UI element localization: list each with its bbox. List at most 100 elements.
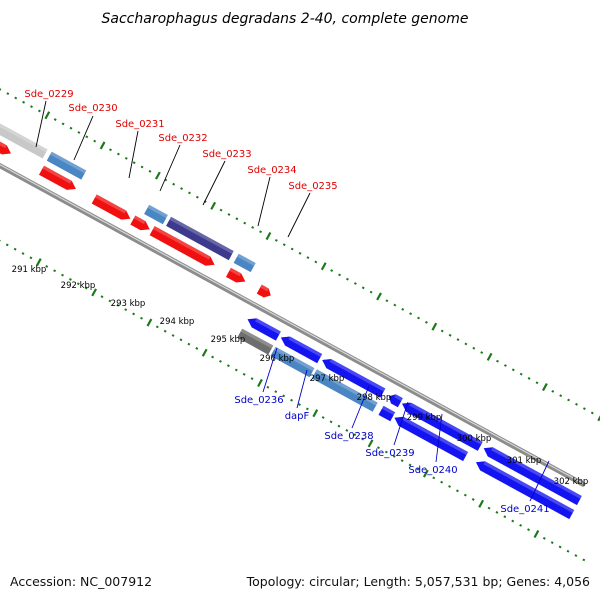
tick-major <box>99 141 106 150</box>
tick-minor <box>274 238 278 242</box>
tick-minor <box>172 182 176 186</box>
tick-major <box>257 378 263 388</box>
tick-major <box>542 383 548 392</box>
ruler-label: 296 kbp <box>260 354 295 364</box>
gene-label-top: Sde_0231 <box>115 119 164 130</box>
ruler-label: 298 kbp <box>357 393 392 403</box>
cds-sde0231-shade <box>94 194 127 214</box>
cds-sde0233 <box>148 225 216 267</box>
tick-major <box>312 409 319 418</box>
tick-minor <box>448 485 451 488</box>
tick-minor <box>424 320 428 324</box>
tick-minor <box>124 156 128 160</box>
tick-minor <box>361 286 365 290</box>
tick-minor <box>314 260 318 264</box>
label-leader <box>393 401 409 446</box>
tick-minor <box>495 511 499 514</box>
cds-sde0230 <box>38 164 77 191</box>
cds-dapf-shade <box>288 336 323 358</box>
tick-minor <box>590 411 594 415</box>
tick-minor <box>30 105 33 109</box>
tick-minor <box>259 230 263 234</box>
feature-sde0232-light-shade <box>147 204 169 219</box>
cds-sde0235-shade <box>259 284 269 292</box>
feature-sde0230-light <box>45 150 88 181</box>
cds-sde0236 <box>246 317 282 342</box>
feature-sde0238-light <box>310 368 379 413</box>
gene-label-top: Sde_0235 <box>288 181 337 192</box>
label-leader <box>202 160 226 206</box>
tick-minor <box>155 325 159 329</box>
gene-label-bottom: Sde_0240 <box>408 465 457 476</box>
ruler-label: 292 kbp <box>61 281 96 291</box>
tick-minor <box>211 355 215 359</box>
tick-minor <box>274 390 278 394</box>
tick-minor <box>519 523 523 527</box>
tick-minor <box>464 342 468 346</box>
cds-sde0232 <box>129 214 151 231</box>
label-leader <box>351 385 370 429</box>
tick-minor <box>566 549 570 553</box>
tick-minor <box>582 558 586 562</box>
tick-minor <box>582 407 586 411</box>
tick-minor <box>575 402 578 406</box>
tick-minor <box>480 351 484 354</box>
tick-minor <box>401 307 405 311</box>
cds-sde0238 <box>321 358 387 399</box>
tick-minor <box>542 536 546 540</box>
feature-sde0232-light <box>143 203 169 226</box>
tick-major <box>533 529 540 539</box>
gene-label-bottom: Sde_0241 <box>500 504 549 515</box>
tick-major <box>154 171 161 180</box>
tick-major <box>91 288 98 297</box>
tick-minor <box>472 346 476 350</box>
tick-major <box>597 415 600 422</box>
tick-minor <box>251 226 255 229</box>
tick-minor <box>338 273 341 277</box>
cds-sde0240-shade <box>409 402 484 445</box>
tick-minor <box>164 178 168 182</box>
tick-minor <box>448 333 452 337</box>
tick-minor <box>226 364 230 368</box>
cds-sde0234-shade <box>229 267 242 277</box>
label-leader <box>296 369 308 409</box>
label-leader <box>435 413 443 463</box>
cds-sde0238-shade <box>329 358 386 392</box>
tick-minor <box>503 515 507 519</box>
tick-minor <box>503 364 507 367</box>
tick-minor <box>519 372 523 376</box>
tick-minor <box>14 96 18 100</box>
label-leader <box>262 347 278 393</box>
tick-minor <box>132 161 136 165</box>
feature-sde0239-blue <box>377 404 397 423</box>
tick-major <box>320 262 327 271</box>
tick-marks <box>0 88 600 562</box>
label-leader <box>287 192 311 238</box>
cds-sde0232-shade <box>133 215 146 225</box>
tick-minor <box>345 429 349 432</box>
tick-minor <box>527 377 531 380</box>
tick-minor <box>21 252 25 255</box>
tick-minor <box>321 416 325 419</box>
gene-labels: Sde_0229 Sde_0230 Sde_0231 Sde_0232 Sde_0233… <box>24 89 549 515</box>
tick-minor <box>400 459 404 463</box>
tick-minor <box>416 467 420 471</box>
backbone-highlight <box>0 164 584 484</box>
tick-minor <box>298 251 302 255</box>
tick-minor <box>84 286 88 290</box>
tick-minor <box>353 433 357 437</box>
accession-text: Accession: NC_007912 <box>10 574 152 589</box>
tick-minor <box>384 450 388 454</box>
topology-summary: Topology: circular; Length: 5,057,531 bp… <box>246 574 590 589</box>
genome-backbone <box>0 162 586 487</box>
tick-minor <box>408 463 412 467</box>
tick-minor <box>456 338 460 342</box>
tick-minor <box>132 312 136 316</box>
feature-sde0229-light <box>0 122 49 160</box>
feature-sde0241-blue-shade <box>483 461 575 514</box>
tick-minor <box>100 295 104 299</box>
tick-minor <box>551 389 555 393</box>
tick-minor <box>68 278 72 281</box>
gene-label-bottom: dapF <box>285 411 310 422</box>
